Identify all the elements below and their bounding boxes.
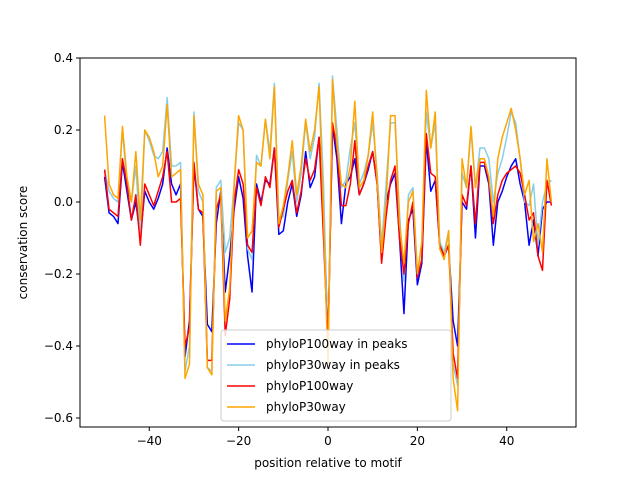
legend-label: phyloP30way in peaks — [266, 358, 400, 372]
legend-label: phyloP100way in peaks — [266, 337, 408, 351]
y-tick-label: −0.2 — [44, 267, 73, 281]
x-axis-label: position relative to motif — [254, 456, 402, 470]
legend-label: phyloP30way — [266, 400, 346, 414]
y-axis-label: conservation score — [16, 186, 30, 300]
x-axis: −40 −20 0 20 40 — [137, 427, 514, 448]
x-tick-label: 0 — [324, 434, 332, 448]
legend-frame — [220, 329, 452, 422]
y-tick-label: −0.6 — [44, 411, 73, 425]
x-tick-label: 20 — [410, 434, 425, 448]
legend: phyloP100way in peaks phyloP30way in peak… — [220, 329, 452, 422]
x-tick-label: −40 — [137, 434, 162, 448]
y-axis: −0.6 −0.4 −0.2 0.0 0.2 0.4 — [44, 51, 80, 425]
y-tick-label: 0.0 — [54, 195, 73, 209]
y-tick-label: 0.2 — [54, 123, 73, 137]
x-tick-label: −20 — [226, 434, 251, 448]
legend-label: phyloP100way — [266, 379, 353, 393]
y-tick-label: 0.4 — [54, 51, 73, 65]
x-tick-label: 40 — [499, 434, 514, 448]
y-tick-label: −0.4 — [44, 339, 73, 353]
